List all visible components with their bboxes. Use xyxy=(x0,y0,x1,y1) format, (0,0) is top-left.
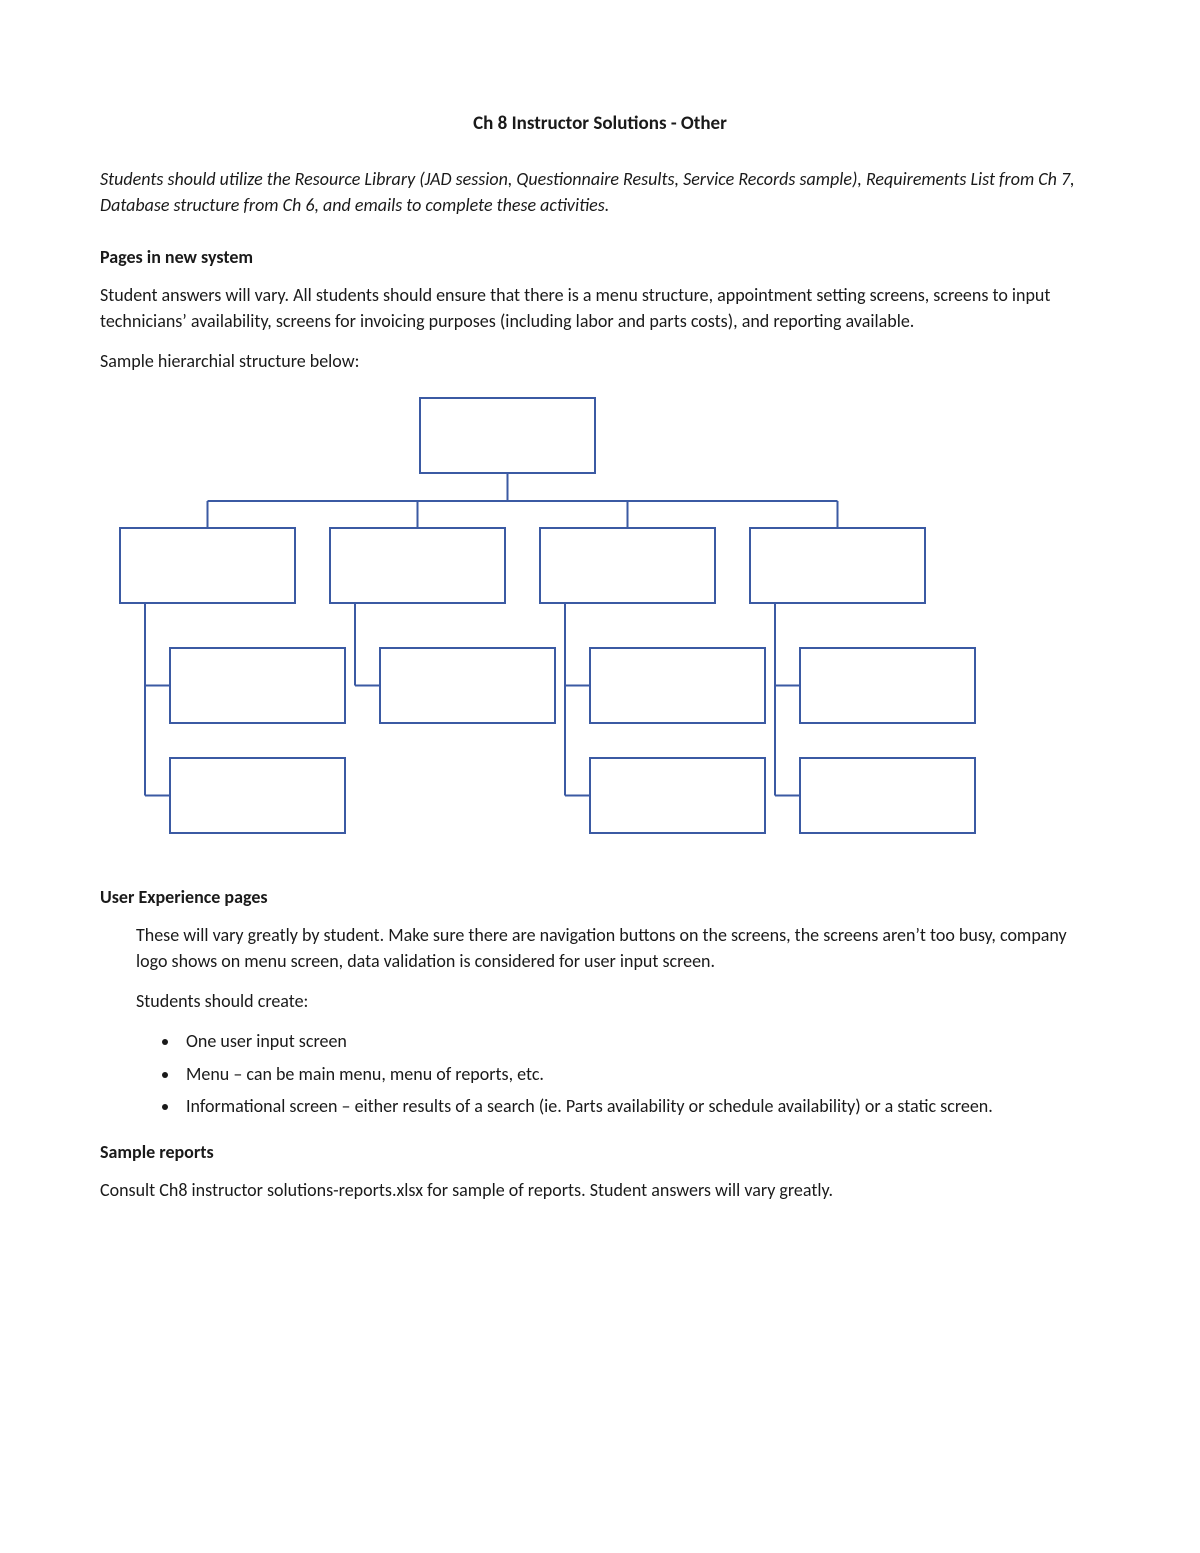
ux-bullet-list: One user input screen Menu – can be main … xyxy=(100,1028,1100,1118)
doc-title: Ch 8 Instructor Solutions - Other xyxy=(100,110,1100,138)
tree-node xyxy=(590,758,765,833)
intro-paragraph: Students should utilize the Resource Lib… xyxy=(100,166,1100,218)
ux-bullet-item: Informational screen – either results of… xyxy=(180,1093,1100,1119)
ux-paragraph-1: These will vary greatly by student. Make… xyxy=(100,922,1100,974)
tree-node xyxy=(540,528,715,603)
tree-node xyxy=(380,648,555,723)
tree-node xyxy=(420,398,595,473)
reports-paragraph-1: Consult Ch8 instructor solutions-reports… xyxy=(100,1177,1100,1203)
section-head-ux: User Experience pages xyxy=(100,884,1100,910)
ux-paragraph-2: Students should create: xyxy=(100,988,1100,1014)
pages-paragraph-1: Student answers will vary. All students … xyxy=(100,282,1100,334)
tree-node xyxy=(330,528,505,603)
pages-paragraph-2: Sample hierarchial structure below: xyxy=(100,348,1100,374)
tree-node xyxy=(170,648,345,723)
section-head-pages: Pages in new system xyxy=(100,244,1100,270)
ux-bullet-item: One user input screen xyxy=(180,1028,1100,1054)
tree-node xyxy=(750,528,925,603)
ux-bullet-item: Menu – can be main menu, menu of reports… xyxy=(180,1061,1100,1087)
tree-node xyxy=(120,528,295,603)
hierarchy-svg xyxy=(100,388,1000,868)
section-head-reports: Sample reports xyxy=(100,1139,1100,1165)
tree-node xyxy=(590,648,765,723)
tree-node xyxy=(800,758,975,833)
tree-node xyxy=(170,758,345,833)
tree-node xyxy=(800,648,975,723)
hierarchy-chart xyxy=(100,388,1100,868)
document-page: Ch 8 Instructor Solutions - Other Studen… xyxy=(0,0,1200,1553)
